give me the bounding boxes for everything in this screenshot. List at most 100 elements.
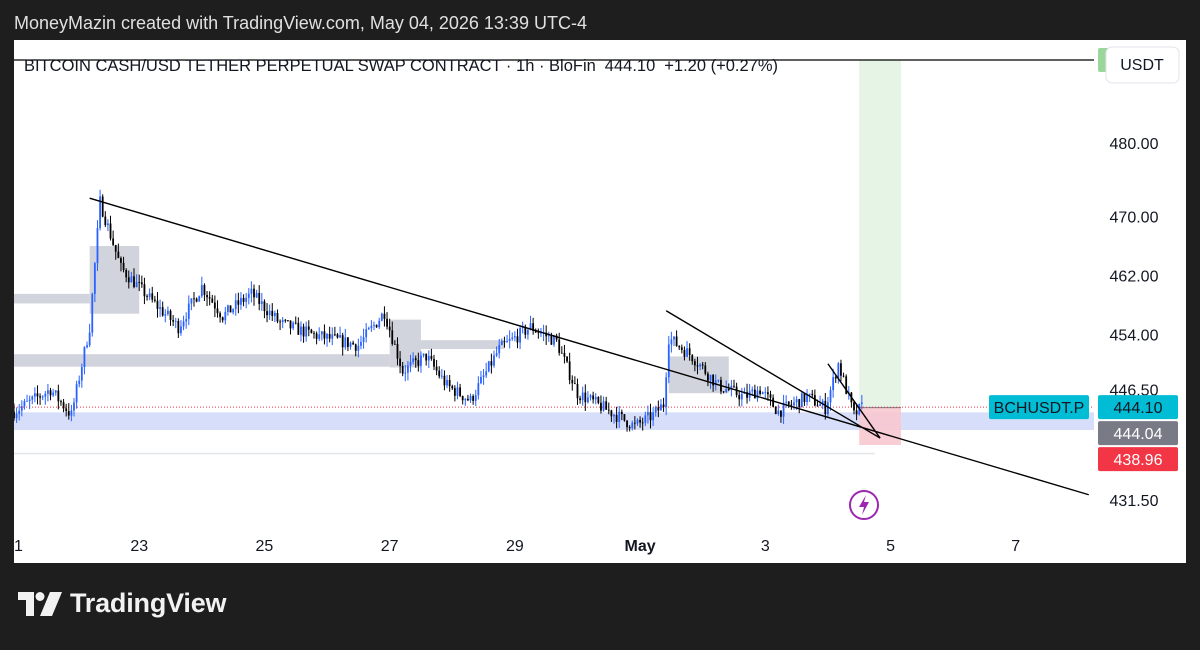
candle-body — [438, 370, 441, 377]
candle-body — [339, 335, 341, 338]
candle — [800, 391, 803, 408]
candle-body — [52, 392, 55, 396]
candle-body — [793, 402, 795, 406]
target-zone[interactable] — [859, 60, 901, 408]
candle — [227, 304, 229, 316]
candle — [107, 219, 109, 232]
candle — [787, 401, 790, 408]
candle — [326, 333, 328, 347]
candle-body — [806, 394, 808, 402]
candle-body — [751, 389, 754, 392]
candle — [52, 388, 55, 398]
candle — [579, 395, 581, 404]
candle-body — [840, 363, 842, 376]
candle-body — [756, 390, 759, 399]
candle — [174, 317, 177, 329]
candle-body — [600, 402, 602, 411]
candle — [707, 371, 709, 387]
trendline[interactable] — [827, 363, 881, 439]
candle-body — [568, 361, 571, 380]
long-position-tool[interactable] — [859, 60, 901, 445]
candle-body — [433, 358, 435, 367]
candle-body — [245, 297, 248, 302]
candle-body — [240, 297, 242, 305]
candle — [587, 391, 589, 404]
time-axis[interactable]: 21 23 25 27 29 May 3 5 7 — [14, 538, 1020, 555]
price-tick-label: 480.00 — [1110, 136, 1159, 153]
candle-body — [253, 288, 255, 298]
candle-body — [571, 379, 574, 384]
candle — [443, 370, 446, 391]
candle-body — [182, 321, 185, 327]
level-price-label-text: 444.04 — [1114, 426, 1163, 443]
last-price: 444.10 — [605, 57, 655, 75]
candle-body — [125, 269, 128, 278]
candle-body — [380, 313, 383, 321]
candle — [349, 341, 352, 350]
candle-body — [362, 337, 365, 342]
candle-body — [427, 355, 430, 361]
stop-zone[interactable] — [859, 407, 901, 445]
candle-body — [86, 345, 88, 348]
candle — [756, 386, 759, 402]
candle-body — [649, 412, 652, 421]
candle-body — [519, 328, 521, 343]
candle — [393, 340, 396, 345]
candle — [412, 352, 415, 365]
candle — [803, 392, 806, 406]
candle-body — [190, 298, 193, 304]
candle-body — [633, 422, 636, 424]
candle-body — [33, 393, 36, 397]
candle-body — [172, 319, 175, 322]
candle-body — [662, 404, 665, 407]
candle-body — [613, 414, 615, 417]
alert-button[interactable] — [849, 490, 879, 520]
candle-body — [91, 293, 94, 333]
candle — [701, 361, 704, 370]
candle-body — [250, 288, 253, 294]
candle-body — [566, 356, 568, 362]
candle — [495, 346, 498, 358]
candle — [855, 403, 858, 421]
trendlines-layer[interactable] — [89, 197, 1089, 496]
candle-body — [164, 314, 167, 316]
candle-body — [618, 411, 621, 422]
tradingview-logo[interactable]: TradingView — [18, 588, 227, 619]
candle — [93, 261, 96, 303]
candle — [691, 354, 694, 365]
currency-button[interactable]: USDT — [1105, 46, 1180, 84]
candle-body — [386, 318, 388, 327]
candle — [268, 304, 271, 320]
candle-body — [370, 325, 373, 329]
candle — [438, 366, 441, 379]
candle-body — [631, 422, 634, 429]
candle-body — [594, 397, 597, 400]
candle-body — [383, 313, 386, 319]
candle — [498, 338, 501, 359]
symbol-tag-bg — [989, 395, 1089, 420]
trendline[interactable] — [89, 197, 1089, 496]
candle-body — [203, 285, 206, 296]
candle-body — [443, 375, 446, 386]
candle — [20, 400, 23, 417]
candle — [644, 411, 647, 426]
candle — [568, 352, 571, 385]
candle-body — [341, 335, 344, 348]
zone-box — [420, 340, 505, 350]
time-tick-label: 25 — [256, 538, 274, 555]
candle-body — [430, 355, 433, 359]
candle — [287, 320, 289, 322]
candle — [733, 379, 735, 388]
candle — [780, 410, 782, 423]
candle-body — [49, 390, 52, 396]
candle-body — [44, 393, 47, 397]
candle-body — [678, 345, 681, 348]
candle-body — [683, 349, 686, 357]
candle — [545, 325, 548, 345]
candle — [380, 312, 383, 322]
candle-body — [628, 427, 631, 429]
trendline[interactable] — [665, 310, 881, 439]
candle-body — [623, 414, 626, 421]
